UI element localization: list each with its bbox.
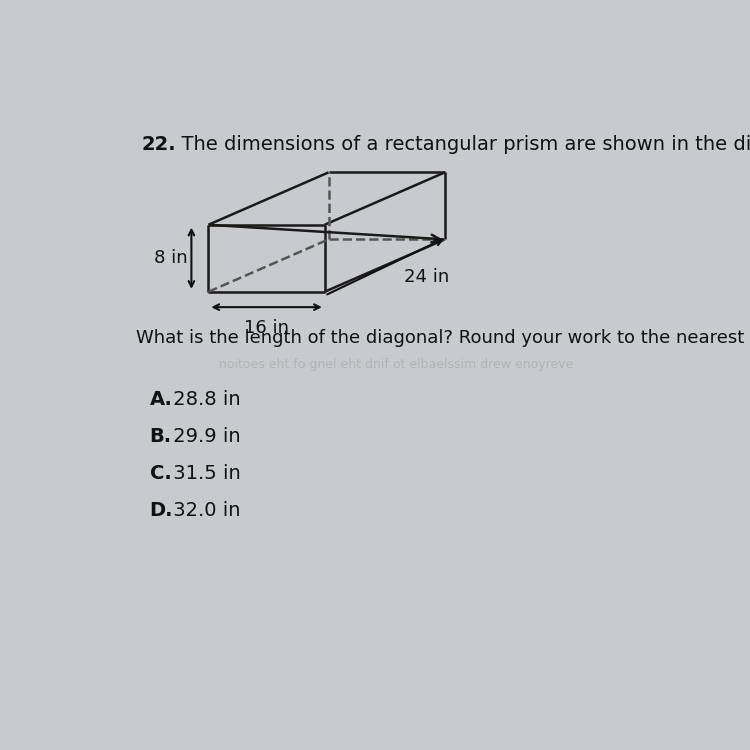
- Text: A.: A.: [149, 390, 172, 410]
- Text: 22.: 22.: [142, 135, 176, 154]
- Text: D.: D.: [149, 501, 173, 520]
- Text: What is the length of the diagonal? Round your work to the nearest tenth.: What is the length of the diagonal? Roun…: [136, 328, 750, 346]
- Text: 8 in: 8 in: [154, 249, 188, 267]
- Text: B.: B.: [149, 427, 172, 446]
- Text: 32.0 in: 32.0 in: [167, 501, 241, 520]
- Text: noitoes eht fo gnel eht dnif ot elbaelssim drew enoyreve: noitoes eht fo gnel eht dnif ot elbaelss…: [219, 358, 573, 371]
- Text: C.: C.: [149, 464, 171, 483]
- Text: 31.5 in: 31.5 in: [167, 464, 242, 483]
- Text: 29.9 in: 29.9 in: [167, 427, 241, 446]
- Text: 24 in: 24 in: [404, 268, 449, 286]
- Text: 16 in: 16 in: [244, 320, 289, 338]
- Text: 28.8 in: 28.8 in: [167, 390, 241, 410]
- Text: The dimensions of a rectangular prism are shown in the diagram.: The dimensions of a rectangular prism ar…: [169, 135, 750, 154]
